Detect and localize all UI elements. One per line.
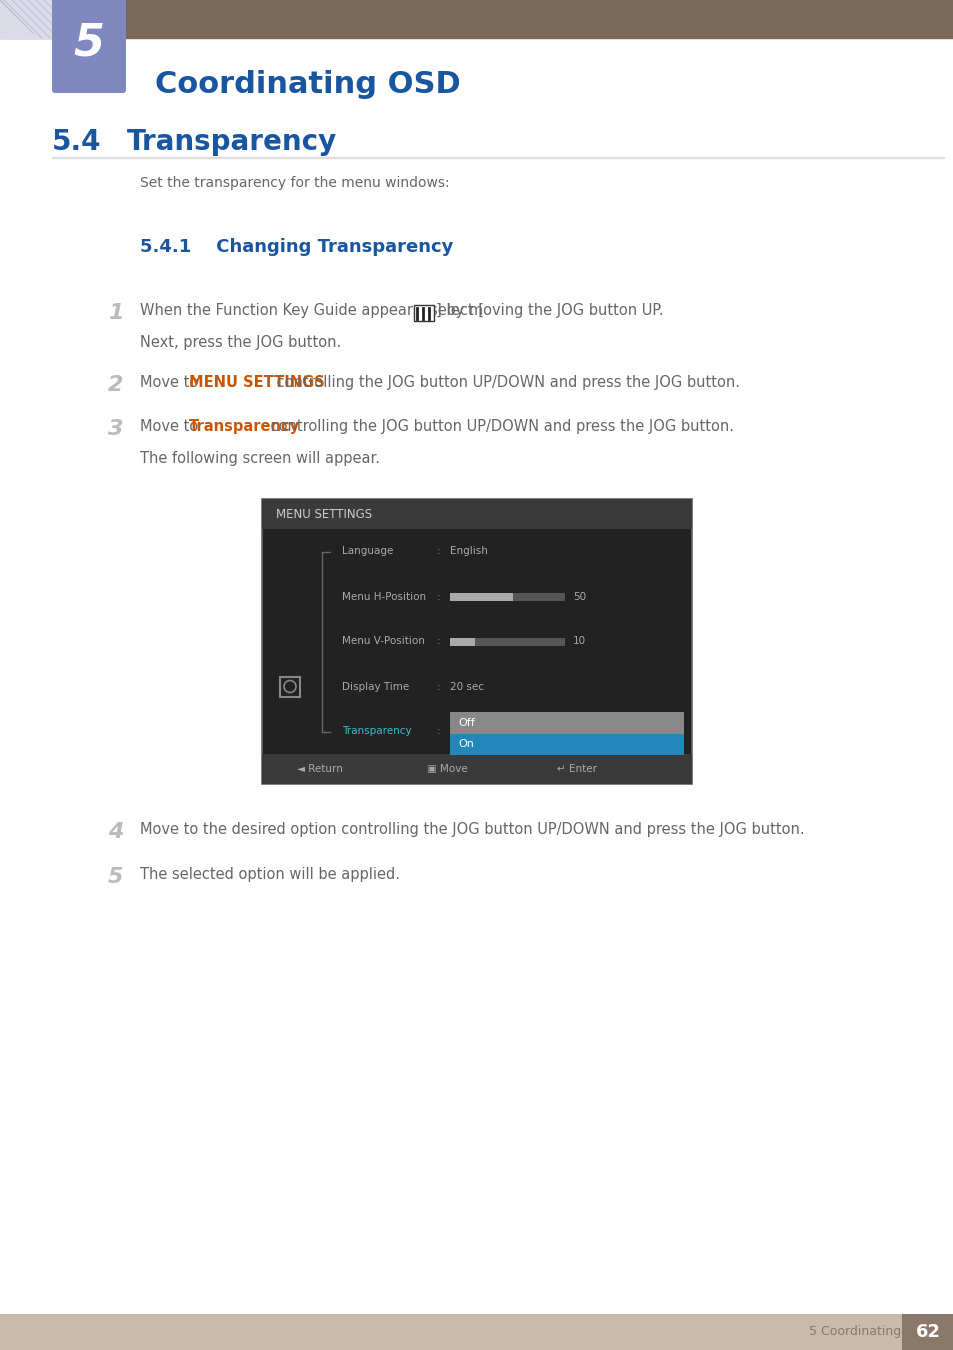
Bar: [262, 755, 691, 784]
Text: 50: 50: [573, 591, 585, 602]
Bar: [0, 0, 90, 38]
Text: On: On: [457, 740, 474, 749]
Text: Next, press the JOG button.: Next, press the JOG button.: [140, 335, 341, 350]
Text: English: English: [450, 547, 487, 556]
Bar: [280, 676, 299, 697]
Text: Menu V-Position: Menu V-Position: [341, 636, 424, 647]
Text: controlling the JOG button UP/DOWN and press the JOG button.: controlling the JOG button UP/DOWN and p…: [272, 375, 740, 390]
Text: ↵ Enter: ↵ Enter: [557, 764, 597, 774]
Text: 5.4.1    Changing Transparency: 5.4.1 Changing Transparency: [140, 238, 453, 256]
Bar: [450, 593, 564, 601]
Text: 3: 3: [108, 418, 123, 439]
Text: Transparency: Transparency: [341, 726, 411, 737]
Text: :: :: [436, 682, 440, 691]
Bar: [450, 711, 683, 733]
Bar: [262, 500, 691, 784]
Text: 5.4: 5.4: [52, 128, 101, 157]
Bar: [450, 637, 475, 645]
Text: The selected option will be applied.: The selected option will be applied.: [140, 867, 399, 882]
Text: MENU SETTINGS: MENU SETTINGS: [275, 508, 372, 521]
Text: Set the transparency for the menu windows:: Set the transparency for the menu window…: [140, 176, 449, 190]
Text: 10: 10: [573, 636, 585, 647]
Text: Transparency: Transparency: [189, 418, 299, 433]
Text: When the Function Key Guide appears, select [: When the Function Key Guide appears, sel…: [140, 302, 483, 319]
Text: :: :: [436, 591, 440, 602]
Bar: [901, 1314, 953, 1350]
Text: Coordinating OSD: Coordinating OSD: [154, 70, 460, 99]
Text: 2: 2: [108, 375, 123, 396]
FancyBboxPatch shape: [52, 0, 126, 93]
Bar: [414, 305, 434, 321]
Text: controlling the JOG button UP/DOWN and press the JOG button.: controlling the JOG button UP/DOWN and p…: [265, 418, 733, 433]
Text: 1: 1: [108, 302, 123, 323]
Bar: [450, 733, 683, 755]
Text: ◄ Return: ◄ Return: [296, 764, 342, 774]
Bar: [450, 593, 513, 601]
Bar: [450, 637, 564, 645]
Text: MENU SETTINGS: MENU SETTINGS: [189, 375, 324, 390]
Text: :: :: [436, 636, 440, 647]
Text: 5 Coordinating OSD: 5 Coordinating OSD: [808, 1326, 932, 1338]
Text: 62: 62: [915, 1323, 940, 1341]
Text: 5: 5: [73, 22, 105, 65]
Bar: [0, 1314, 953, 1350]
Bar: [0, 0, 953, 38]
Text: The following screen will appear.: The following screen will appear.: [140, 451, 379, 466]
Text: ] by moving the JOG button UP.: ] by moving the JOG button UP.: [436, 302, 663, 319]
Text: Move to the desired option controlling the JOG button UP/DOWN and press the JOG : Move to the desired option controlling t…: [140, 822, 803, 837]
Bar: [262, 500, 691, 529]
Text: :: :: [436, 547, 440, 556]
Text: Move to: Move to: [140, 375, 203, 390]
Text: Display Time: Display Time: [341, 682, 409, 691]
Text: 20 sec: 20 sec: [450, 682, 483, 691]
Text: :: :: [436, 726, 440, 737]
Text: Transparency: Transparency: [127, 128, 337, 157]
Bar: [52, 157, 943, 158]
Text: Menu H-Position: Menu H-Position: [341, 591, 426, 602]
Text: 4: 4: [108, 822, 123, 842]
Text: ▣ Move: ▣ Move: [427, 764, 467, 774]
Text: Move to: Move to: [140, 418, 203, 433]
Text: Off: Off: [457, 718, 475, 728]
Text: 5: 5: [108, 867, 123, 887]
Text: Language: Language: [341, 547, 393, 556]
